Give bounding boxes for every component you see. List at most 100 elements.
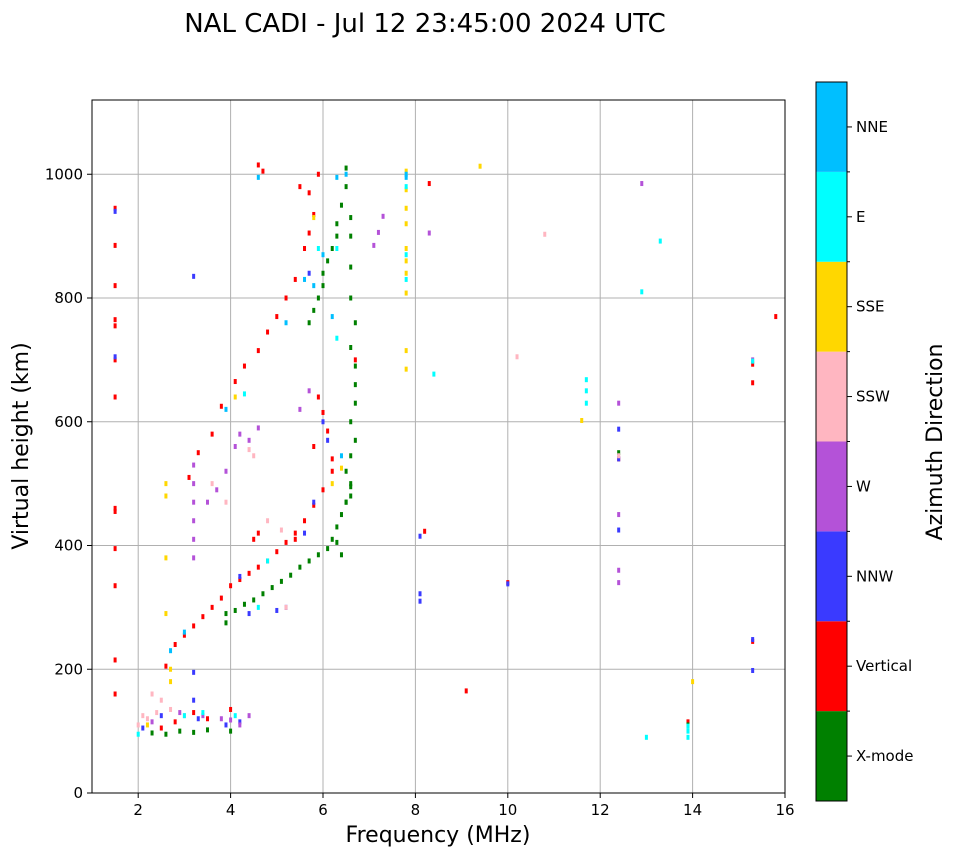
data-point-e <box>432 371 436 377</box>
data-point-x-mode <box>224 620 228 626</box>
data-point-w <box>307 388 311 394</box>
data-point-vertical <box>113 317 117 323</box>
grid <box>92 100 786 794</box>
data-point-nnw <box>506 581 510 587</box>
data-point-nnw <box>196 716 200 722</box>
data-point-nne <box>284 320 288 326</box>
data-point-w <box>247 713 251 719</box>
data-point-w <box>224 468 228 474</box>
data-point-w <box>206 499 209 505</box>
data-point-nnw <box>321 419 325 425</box>
data-point-nnw <box>113 354 117 360</box>
data-point-ssw <box>136 722 140 728</box>
data-point-vertical <box>247 570 251 576</box>
data-point-w <box>215 487 219 493</box>
data-point-x-mode <box>349 481 353 487</box>
data-point-vertical <box>312 502 316 508</box>
data-point-vertical <box>316 171 320 177</box>
data-point-vertical <box>275 549 279 555</box>
data-point-x-mode <box>353 363 357 369</box>
data-point-sse <box>404 187 408 193</box>
x-tick-label: 12 <box>591 801 610 819</box>
data-point-x-mode <box>339 512 343 518</box>
x-tick-label: 10 <box>498 801 517 819</box>
data-point-vertical <box>316 394 320 400</box>
data-point-sse <box>169 679 173 685</box>
data-point-nnw <box>238 719 242 725</box>
data-point-x-mode <box>349 419 353 425</box>
data-point-w <box>617 580 621 586</box>
colorbar: X-mode Vertical NNW W SSW SSE E NNE <box>815 81 913 802</box>
data-point-nne <box>404 171 408 177</box>
data-point-nne <box>303 276 307 282</box>
y-tick-label: 800 <box>54 289 83 307</box>
data-point-w <box>150 719 154 725</box>
y-tick-label: 200 <box>54 660 83 678</box>
axes: 2 4 6 8 10 12 14 16 0 200 400 600 800 1000 <box>45 165 795 819</box>
data-point-vertical <box>353 357 357 363</box>
data-point-nnw <box>617 426 621 432</box>
x-tick-label: 16 <box>775 801 794 819</box>
data-point-x-mode <box>349 345 353 350</box>
data-point-vertical <box>330 456 334 462</box>
data-point-vertical <box>256 162 260 168</box>
data-point-w <box>372 242 376 248</box>
data-point-ssw <box>224 499 228 505</box>
data-point-sse <box>312 215 316 221</box>
y-axis-label: Virtual height (km) <box>9 342 34 549</box>
data-point-w <box>192 518 196 524</box>
y-tick-label: 0 <box>73 784 83 802</box>
data-point-x-mode <box>349 264 353 270</box>
data-point-w <box>238 431 242 437</box>
data-point-vertical <box>219 595 223 601</box>
data-point-w <box>229 717 233 723</box>
data-point-vertical <box>326 428 330 434</box>
data-point-e <box>658 238 662 244</box>
colorbar-segment <box>816 82 847 172</box>
data-point-ssw <box>543 231 547 237</box>
data-point-e <box>335 335 339 341</box>
y-tick-label: 600 <box>54 413 83 431</box>
data-point-vertical <box>113 546 117 552</box>
data-point-nnw <box>617 456 621 462</box>
data-point-e <box>316 246 320 251</box>
data-point-vertical <box>293 536 297 542</box>
data-point-sse <box>404 290 408 296</box>
data-point-x-mode <box>150 730 154 736</box>
data-point-x-mode <box>349 493 353 499</box>
data-point-e <box>686 734 690 740</box>
data-point-nnw <box>307 270 311 276</box>
data-point-nnw <box>192 669 196 675</box>
y-tick-label: 400 <box>54 537 83 555</box>
data-point-vertical <box>284 539 288 545</box>
data-point-x-mode <box>229 728 233 734</box>
data-point-x-mode <box>344 184 348 190</box>
data-point-w <box>192 555 196 561</box>
data-point-vertical <box>423 528 427 534</box>
data-point-x-mode <box>233 607 237 613</box>
data-point-vertical <box>303 246 307 251</box>
data-point-nne <box>339 453 343 459</box>
data-point-x-mode <box>326 258 330 264</box>
x-tick-label: 2 <box>133 801 143 819</box>
data-point-x-mode <box>316 295 320 301</box>
data-point-vertical <box>238 577 242 583</box>
data-point-vertical <box>686 719 690 725</box>
data-point-nnw <box>275 607 279 613</box>
data-point-sse <box>404 270 408 276</box>
data-point-vertical <box>293 276 297 282</box>
colorbar-tick-label: NNW <box>856 567 893 585</box>
data-point-w <box>192 481 196 487</box>
data-point-w <box>376 229 380 235</box>
data-point-e <box>404 184 408 190</box>
data-point-vertical <box>307 190 311 196</box>
data-point-nnw <box>418 591 422 597</box>
data-point-x-mode <box>330 536 334 542</box>
data-point-e <box>644 734 648 740</box>
data-point-vertical <box>182 632 186 638</box>
data-point-w <box>617 400 621 406</box>
data-point-sse <box>478 163 482 169</box>
data-point-nne <box>335 174 339 180</box>
data-point-vertical <box>284 295 288 301</box>
data-point-nnw <box>192 273 196 279</box>
